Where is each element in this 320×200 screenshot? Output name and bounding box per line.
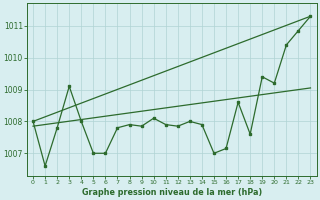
- X-axis label: Graphe pression niveau de la mer (hPa): Graphe pression niveau de la mer (hPa): [82, 188, 262, 197]
